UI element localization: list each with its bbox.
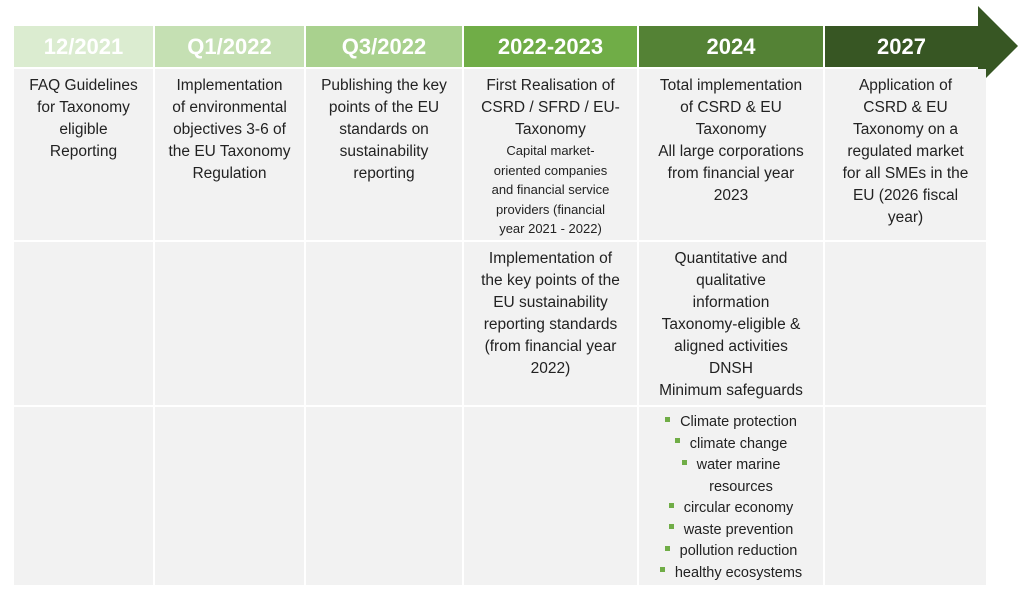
list-item: pollution reduction — [645, 541, 817, 563]
cell-2022-2023-row3 — [464, 407, 637, 585]
text-line: All large corporations — [658, 143, 804, 160]
text-line-small: and financial service — [491, 182, 610, 197]
text-line: Taxonomy — [695, 121, 767, 138]
cell-12-2021-row2 — [14, 242, 153, 405]
text-line: regulated market — [847, 143, 964, 160]
cell-q3-2022-row1: Publishing the key points of the EU stan… — [306, 69, 462, 240]
text-line: objectives 3-6 of — [173, 121, 286, 138]
list-item-label: Climate protection — [680, 414, 797, 430]
text-line: Taxonomy — [515, 121, 586, 138]
cell-2027-row3 — [825, 407, 986, 585]
list-item-label: water marine — [696, 457, 781, 473]
text-line: for Taxonomy — [37, 99, 130, 116]
text-line-small: oriented companies — [493, 162, 608, 178]
cell-q1-2022-row1: Implementation of environmental objectiv… — [155, 69, 304, 240]
cell-2024-row2: Quantitative and qualitative information… — [639, 242, 823, 405]
text-line: CSRD / SFRD / EU- — [481, 99, 620, 116]
text-line: DNSH — [709, 360, 753, 377]
text-line: the key points of the — [481, 272, 620, 289]
list-item: water marine — [645, 455, 817, 477]
list-item-label: circular economy — [683, 500, 794, 516]
text-line: for all SMEs in the — [842, 165, 969, 182]
text-line: reporting — [353, 165, 415, 182]
text-line: Taxonomy on a — [852, 121, 959, 138]
text-line: Quantitative and — [674, 250, 788, 267]
list-item: Climate protection — [645, 412, 817, 434]
cell-q3-2022-row3 — [306, 407, 462, 585]
text-line: Minimum safeguards — [659, 382, 803, 399]
list-item: circular economy — [645, 498, 817, 520]
text-line: Reporting — [49, 143, 118, 160]
cell-2027-row1: Application of CSRD & EU Taxonomy on a r… — [825, 69, 986, 240]
text-line: of CSRD & EU — [680, 99, 782, 116]
environmental-objectives-list: Climate protection climate change water … — [645, 412, 817, 584]
text-line: Publishing the key — [321, 77, 447, 94]
text-line: FAQ Guidelines — [29, 77, 138, 94]
timeline-header-12-2021: 12/2021 — [14, 26, 153, 67]
cell-12-2021-row3 — [14, 407, 153, 585]
cell-2022-2023-row2: Implementation of the key points of the … — [464, 242, 637, 405]
cell-q3-2022-row2 — [306, 242, 462, 405]
text-line: of environmental — [172, 99, 287, 116]
list-item-continuation: resources — [645, 477, 817, 499]
text-line: sustainability — [339, 143, 429, 160]
text-line-small: Capital market- — [506, 143, 595, 158]
text-line: CSRD & EU — [863, 99, 948, 116]
list-item-label: waste prevention — [683, 521, 794, 538]
square-bullet-icon — [665, 416, 671, 422]
list-item: waste prevention — [645, 520, 817, 542]
square-bullet-icon — [681, 459, 687, 465]
text-line: Taxonomy-eligible & — [661, 316, 801, 333]
square-bullet-icon — [668, 524, 674, 530]
cell-q1-2022-row3 — [155, 407, 304, 585]
timeline-header-q1-2022: Q1/2022 — [155, 26, 304, 67]
timeline-header-2027: 2027 — [825, 26, 978, 67]
list-item-label: climate change — [689, 435, 788, 452]
timeline-header-2022-2023: 2022-2023 — [464, 26, 637, 67]
text-line: eligible — [59, 121, 108, 138]
text-line: from financial year — [667, 165, 795, 182]
text-line: the EU Taxonomy — [168, 143, 291, 160]
square-bullet-icon — [664, 545, 670, 551]
cell-q1-2022-row2 — [155, 242, 304, 405]
list-item: climate change — [645, 434, 817, 456]
text-line-small: providers (financial — [495, 201, 606, 217]
text-line-small: year 2021 - 2022) — [499, 221, 602, 236]
text-line: First Realisation of — [486, 77, 615, 94]
cell-2022-2023-row1: First Realisation of CSRD / SFRD / EU- T… — [464, 69, 637, 240]
text-line: 2022) — [530, 360, 571, 377]
text-line: EU (2026 fiscal — [852, 187, 959, 204]
text-line: EU sustainability — [493, 294, 608, 311]
list-item-label: resources — [709, 478, 773, 495]
text-line: reporting standards — [483, 316, 618, 333]
list-item-label: pollution reduction — [679, 543, 798, 559]
text-line: Total implementation — [659, 77, 803, 94]
timeline-header-2024: 2024 — [639, 26, 823, 67]
text-line: standards on — [339, 121, 429, 138]
list-item-label: healthy ecosystems — [674, 564, 803, 581]
text-line: information — [692, 294, 770, 311]
cell-12-2021-row1: FAQ Guidelines for Taxonomy eligible Rep… — [14, 69, 153, 240]
square-bullet-icon — [668, 502, 674, 508]
text-line: aligned activities — [674, 338, 788, 355]
text-line: Regulation — [192, 165, 267, 182]
text-line: year) — [887, 209, 924, 226]
list-item: healthy ecosystems — [645, 563, 817, 585]
square-bullet-icon — [674, 438, 680, 444]
text-line: Implementation of — [488, 250, 613, 267]
text-line: points of the EU — [328, 99, 440, 116]
cell-2024-row3: Climate protection climate change water … — [639, 407, 823, 585]
text-line: 2023 — [713, 187, 749, 204]
text-line: (from financial year — [484, 338, 617, 355]
timeline-header-q3-2022: Q3/2022 — [306, 26, 462, 67]
square-bullet-icon — [659, 567, 665, 573]
text-line: Implementation — [176, 77, 283, 94]
cell-2024-row1: Total implementation of CSRD & EU Taxono… — [639, 69, 823, 240]
cell-2027-row2 — [825, 242, 986, 405]
text-line: Application of — [858, 77, 953, 94]
text-line: qualitative — [696, 272, 766, 289]
